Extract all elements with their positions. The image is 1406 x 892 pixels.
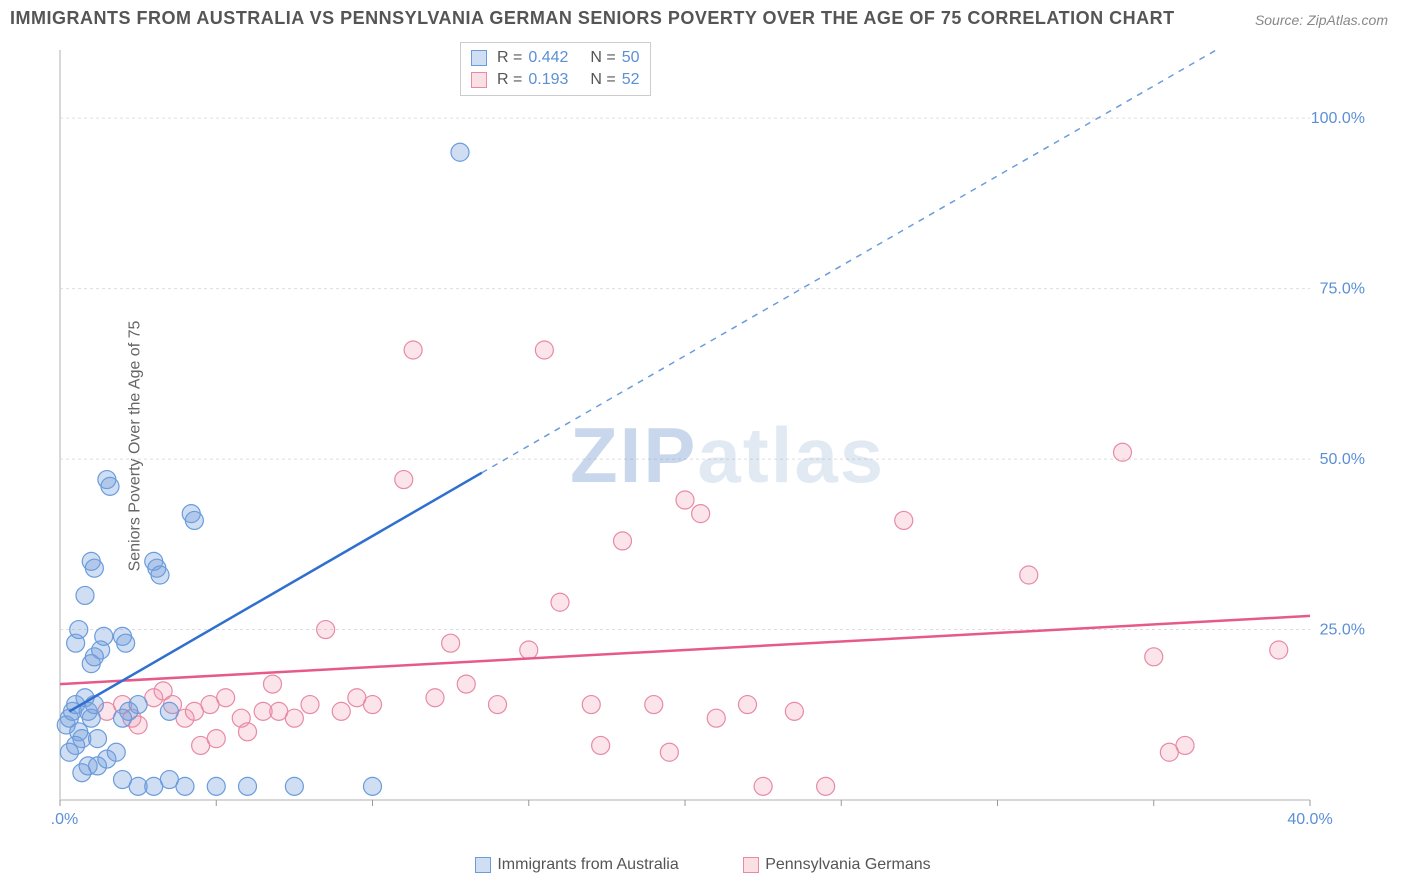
data-point-pink bbox=[442, 634, 460, 652]
data-point-pink bbox=[785, 702, 803, 720]
data-point-blue bbox=[70, 621, 88, 639]
data-point-blue bbox=[114, 709, 132, 727]
data-point-blue bbox=[107, 743, 125, 761]
swatch-blue bbox=[471, 50, 487, 66]
data-point-pink bbox=[582, 696, 600, 714]
data-point-pink bbox=[660, 743, 678, 761]
correlation-legend: R = 0.442 N = 50 R = 0.193 N = 52 bbox=[460, 42, 651, 96]
data-point-blue bbox=[60, 743, 78, 761]
trendline-blue-extension bbox=[482, 50, 1216, 473]
r-value-blue: 0.442 bbox=[528, 49, 568, 67]
data-point-blue bbox=[364, 777, 382, 795]
data-point-pink bbox=[207, 730, 225, 748]
data-point-pink bbox=[285, 709, 303, 727]
data-point-pink bbox=[489, 696, 507, 714]
data-point-pink bbox=[239, 723, 257, 741]
data-point-blue bbox=[101, 477, 119, 495]
legend-label-blue: Immigrants from Australia bbox=[497, 856, 678, 874]
data-point-pink bbox=[301, 696, 319, 714]
data-point-blue bbox=[85, 648, 103, 666]
data-point-pink bbox=[1020, 566, 1038, 584]
chart-title: IMMIGRANTS FROM AUSTRALIA VS PENNSYLVANI… bbox=[10, 8, 1175, 29]
data-point-blue bbox=[285, 777, 303, 795]
data-point-blue bbox=[160, 702, 178, 720]
data-point-pink bbox=[264, 675, 282, 693]
scatter-plot: 25.0% 50.0% 75.0% 100.0% 0.0% 40.0% bbox=[50, 40, 1380, 840]
n-value-blue: 50 bbox=[622, 49, 640, 67]
y-tick-label: 75.0% bbox=[1320, 281, 1365, 298]
n-value-pink: 52 bbox=[622, 71, 640, 89]
data-point-pink bbox=[707, 709, 725, 727]
x-tick-label: 40.0% bbox=[1287, 811, 1332, 828]
data-point-blue bbox=[185, 511, 203, 529]
data-point-pink bbox=[817, 777, 835, 795]
data-point-pink bbox=[692, 505, 710, 523]
data-point-pink bbox=[520, 641, 538, 659]
data-point-blue bbox=[151, 566, 169, 584]
data-point-pink bbox=[404, 341, 422, 359]
y-tick-label: 100.0% bbox=[1311, 110, 1365, 127]
swatch-pink bbox=[471, 72, 487, 88]
legend-item-blue: Immigrants from Australia bbox=[475, 856, 678, 874]
r-value-pink: 0.193 bbox=[528, 71, 568, 89]
data-point-pink bbox=[1114, 443, 1132, 461]
data-point-pink bbox=[1176, 736, 1194, 754]
data-point-pink bbox=[426, 689, 444, 707]
x-tick-label: 0.0% bbox=[50, 811, 78, 828]
data-point-pink bbox=[1145, 648, 1163, 666]
data-point-blue bbox=[117, 634, 135, 652]
data-point-blue bbox=[85, 559, 103, 577]
legend-row-pink: R = 0.193 N = 52 bbox=[471, 69, 640, 91]
y-tick-label: 50.0% bbox=[1320, 451, 1365, 468]
data-point-pink bbox=[739, 696, 757, 714]
data-point-blue bbox=[89, 730, 107, 748]
data-point-pink bbox=[332, 702, 350, 720]
legend-row-blue: R = 0.442 N = 50 bbox=[471, 47, 640, 69]
data-point-pink bbox=[317, 621, 335, 639]
data-point-blue bbox=[176, 777, 194, 795]
data-point-pink bbox=[645, 696, 663, 714]
trendline-pink bbox=[60, 616, 1310, 684]
data-point-blue bbox=[76, 586, 94, 604]
series-legend: Immigrants from Australia Pennsylvania G… bbox=[0, 856, 1406, 878]
data-point-blue bbox=[239, 777, 257, 795]
data-point-pink bbox=[614, 532, 632, 550]
data-point-pink bbox=[754, 777, 772, 795]
data-point-pink bbox=[217, 689, 235, 707]
legend-item-pink: Pennsylvania Germans bbox=[743, 856, 930, 874]
source-label: Source: ZipAtlas.com bbox=[1255, 12, 1388, 28]
r-label: R = bbox=[497, 71, 522, 89]
data-point-pink bbox=[1270, 641, 1288, 659]
r-label: R = bbox=[497, 49, 522, 67]
data-point-pink bbox=[551, 593, 569, 611]
data-point-pink bbox=[535, 341, 553, 359]
y-tick-label: 25.0% bbox=[1320, 622, 1365, 639]
data-point-blue bbox=[451, 143, 469, 161]
data-point-pink bbox=[395, 471, 413, 489]
swatch-pink bbox=[743, 857, 759, 873]
n-label: N = bbox=[590, 71, 615, 89]
legend-label-pink: Pennsylvania Germans bbox=[765, 856, 930, 874]
data-point-pink bbox=[364, 696, 382, 714]
n-label: N = bbox=[590, 49, 615, 67]
data-point-pink bbox=[676, 491, 694, 509]
data-point-pink bbox=[895, 511, 913, 529]
data-point-blue bbox=[95, 627, 113, 645]
data-point-pink bbox=[592, 736, 610, 754]
data-point-pink bbox=[457, 675, 475, 693]
data-point-blue bbox=[207, 777, 225, 795]
swatch-blue bbox=[475, 857, 491, 873]
